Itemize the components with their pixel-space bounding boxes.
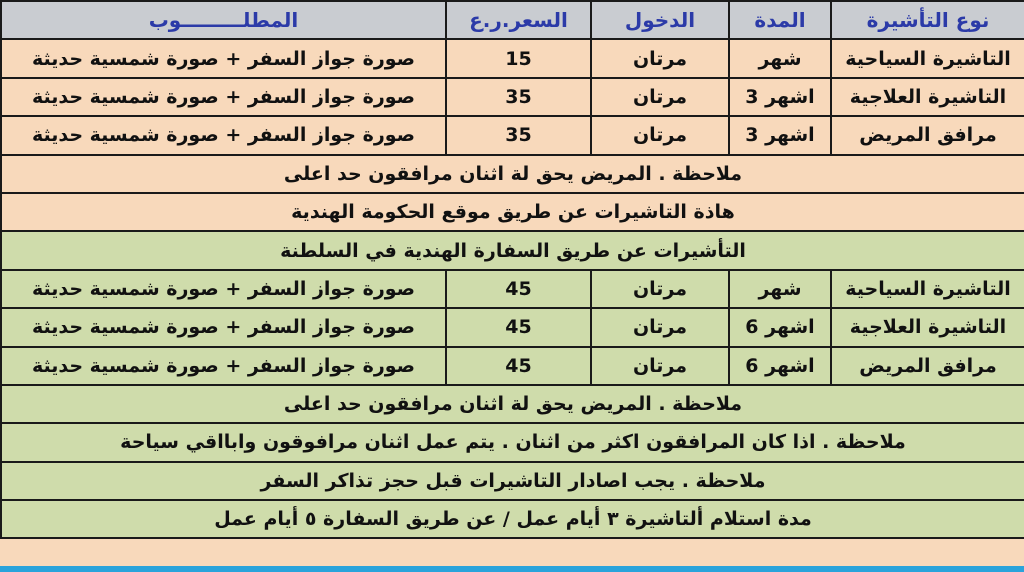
cell-duration: اشهر 3	[728, 115, 832, 156]
note-row: ملاحظة . اذا كان المرافقون اكثر من اثنان…	[0, 422, 1024, 463]
cell-required: صورة جواز السفر + صورة شمسية حديثة	[0, 345, 447, 386]
cell-duration: اشهر 3	[728, 76, 832, 118]
cell-entry: مرتان	[590, 115, 730, 156]
note-row: هاذة التاشيرات عن طريق موقع الحكومة الهن…	[0, 191, 1024, 233]
cell-entry: مرتان	[590, 345, 730, 386]
cell-required: صورة جواز السفر + صورة شمسية حديثة	[0, 76, 447, 118]
section1-footer: هاذة التاشيرات عن طريق موقع الحكومة الهن…	[0, 191, 1024, 233]
cell-entry: مرتان	[590, 38, 730, 79]
cell-required: صورة جواز السفر + صورة شمسية حديثة	[0, 115, 447, 156]
note-row: ملاحظة . يجب اصادار التاشيرات قبل حجز تذ…	[0, 460, 1024, 502]
section2-title: التأشيرات عن طريق السفارة الهندية في الس…	[0, 230, 1024, 271]
cell-type: التاشيرة السياحية	[830, 38, 1024, 79]
cell-price: 35	[445, 115, 592, 156]
section-title-row: التأشيرات عن طريق السفارة الهندية في الس…	[0, 230, 1024, 271]
cell-price: 45	[445, 268, 592, 310]
cell-price: 15	[445, 38, 592, 79]
cell-type: مرافق المريض	[830, 345, 1024, 386]
table-row: مرافق المريض اشهر 3 مرتان 35 صورة جواز ا…	[0, 115, 1024, 156]
cell-required: صورة جواز السفر + صورة شمسية حديثة	[0, 307, 447, 348]
cell-price: 35	[445, 76, 592, 118]
cell-type: التاشيرة العلاجية	[830, 76, 1024, 118]
cell-entry: مرتان	[590, 76, 730, 118]
cell-duration: شهر	[728, 38, 832, 79]
note-text: ملاحظة . المريض يحق لة اثنان مرافقون حد …	[0, 153, 1024, 194]
cell-required: صورة جواز السفر + صورة شمسية حديثة	[0, 38, 447, 79]
table-row: مرافق المريض اشهر 6 مرتان 45 صورة جواز ا…	[0, 345, 1024, 386]
cell-required: صورة جواز السفر + صورة شمسية حديثة	[0, 268, 447, 310]
cell-duration: اشهر 6	[728, 307, 832, 348]
cell-duration: شهر	[728, 268, 832, 310]
cell-entry: مرتان	[590, 307, 730, 348]
cell-type: التاشيرة العلاجية	[830, 307, 1024, 348]
header-required: المطلـــــــــوب	[0, 0, 447, 41]
note-text: ملاحظة . اذا كان المرافقون اكثر من اثنان…	[0, 422, 1024, 463]
cell-price: 45	[445, 345, 592, 386]
header-duration: المدة	[728, 0, 832, 41]
table-row: التاشيرة السياحية شهر مرتان 15 صورة جواز…	[0, 38, 1024, 79]
cell-type: التاشيرة السياحية	[830, 268, 1024, 310]
cell-entry: مرتان	[590, 268, 730, 310]
note-text: ملاحظة . يجب اصادار التاشيرات قبل حجز تذ…	[0, 460, 1024, 502]
table-row: التاشيرة السياحية شهر مرتان 45 صورة جواز…	[0, 268, 1024, 310]
cell-type: مرافق المريض	[830, 115, 1024, 156]
note-row: ملاحظة . المريض يحق لة اثنان مرافقون حد …	[0, 383, 1024, 425]
cell-duration: اشهر 6	[728, 345, 832, 386]
table-row: التاشيرة العلاجية اشهر 6 مرتان 45 صورة ج…	[0, 307, 1024, 348]
note-text: ملاحظة . المريض يحق لة اثنان مرافقون حد …	[0, 383, 1024, 425]
header-row: نوع التأشيرة المدة الدخول السعر.ر.ع المط…	[0, 0, 1024, 41]
cell-price: 45	[445, 307, 592, 348]
visa-table: نوع التأشيرة المدة الدخول السعر.ر.ع المط…	[0, 0, 1024, 540]
note-row: مدة استلام ألتاشيرة ٣ أيام عمل / عن طريق…	[0, 499, 1024, 540]
header-type: نوع التأشيرة	[830, 0, 1024, 41]
table-row: التاشيرة العلاجية اشهر 3 مرتان 35 صورة ج…	[0, 76, 1024, 118]
header-price: السعر.ر.ع	[445, 0, 592, 41]
bottom-strip	[0, 566, 1024, 572]
header-entry: الدخول	[590, 0, 730, 41]
note-row: ملاحظة . المريض يحق لة اثنان مرافقون حد …	[0, 153, 1024, 194]
processing-time-text: مدة استلام ألتاشيرة ٣ أيام عمل / عن طريق…	[0, 499, 1024, 540]
